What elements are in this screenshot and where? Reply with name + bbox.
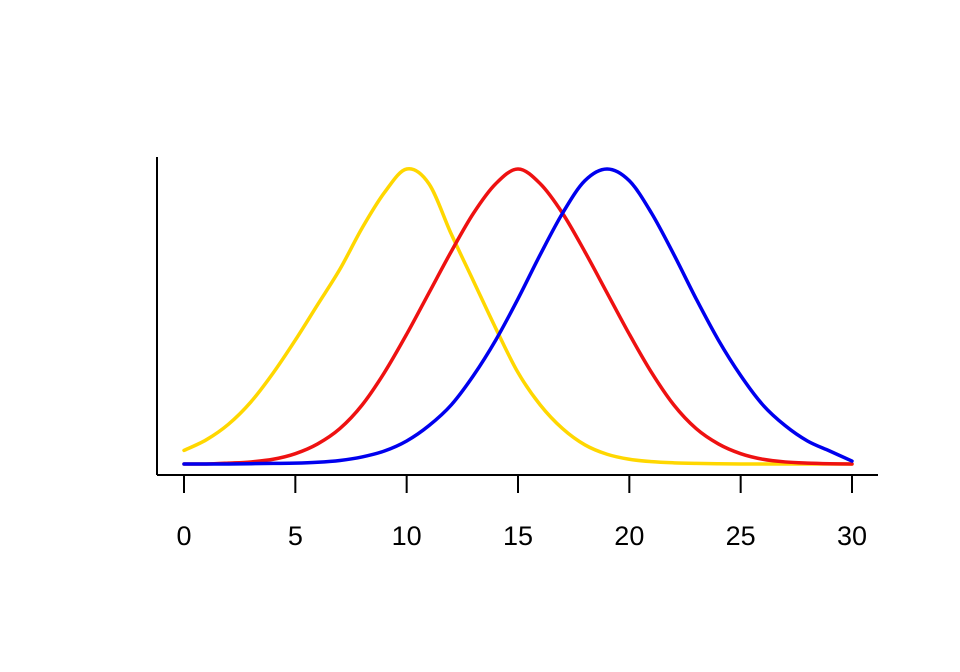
plot-lines <box>182 167 854 466</box>
x-tick-label: 25 <box>726 521 756 551</box>
series-line-1 <box>182 167 854 466</box>
x-tick-label: 10 <box>392 521 422 551</box>
x-tick-label: 0 <box>176 521 191 551</box>
x-tick-label: 5 <box>288 521 303 551</box>
x-axis-ticks: 0 5 10 15 20 25 30 <box>176 475 867 551</box>
x-tick-label: 20 <box>614 521 644 551</box>
series-line-2 <box>182 167 854 466</box>
x-tick-label: 15 <box>503 521 533 551</box>
series-line-3 <box>182 167 854 466</box>
x-tick-label: 30 <box>837 521 867 551</box>
